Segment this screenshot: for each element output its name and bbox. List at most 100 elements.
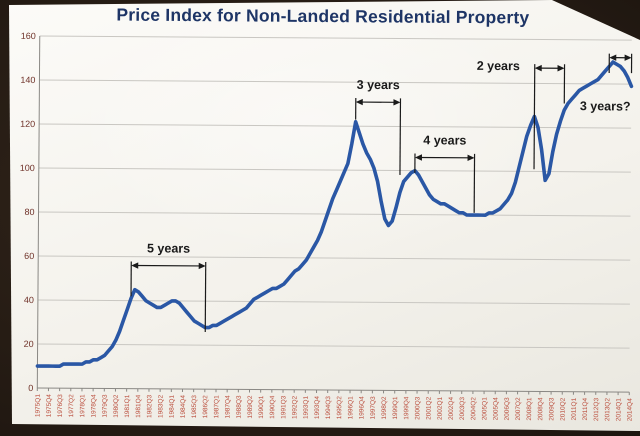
x-tick-label: 1975Q4 xyxy=(46,394,53,418)
gridline xyxy=(39,123,632,129)
x-tick-label: 1984Q1 xyxy=(169,395,176,419)
x-tick-label: 1992Q2 xyxy=(291,395,298,419)
annotation-label: 3 years xyxy=(357,78,400,92)
x-tick-label: 1999Q1 xyxy=(392,396,399,420)
slide-content: Price Index for Non-Landed Residential P… xyxy=(9,0,638,431)
x-tick-label: 2002Q1 xyxy=(437,396,444,420)
gridline xyxy=(39,79,632,85)
x-tick-label: 1985Q3 xyxy=(191,395,198,419)
x-tick-label: 1979Q3 xyxy=(102,394,109,418)
arrowhead-left-icon xyxy=(609,54,617,61)
arrowhead-right-icon xyxy=(557,65,565,72)
x-tick-label: 2006Q3 xyxy=(504,397,511,421)
x-tick-label: 1995Q2 xyxy=(336,396,343,420)
annotation-3-years: 3 years? xyxy=(580,53,633,114)
annotation-3-years: 3 years xyxy=(355,78,402,175)
price-index-chart: 0 20 40 60 80 100 120 140 160 1975Q1 1975Q4 1976Q3 1… xyxy=(20,31,634,422)
x-tick-label: 1994Q3 xyxy=(325,396,332,420)
x-tick-label: 1981Q1 xyxy=(124,394,131,418)
x-tick-label: 2010Q2 xyxy=(560,397,567,421)
x-tick-label: 1998Q2 xyxy=(381,396,388,420)
x-tick-label: 1996Q4 xyxy=(359,396,366,420)
arrowhead-left-icon xyxy=(534,64,542,72)
x-tick-label: 2011Q4 xyxy=(582,397,589,420)
price-index-line xyxy=(35,60,634,368)
x-tick-label: 2003Q3 xyxy=(459,397,466,421)
annotation-5-years: 5 years xyxy=(130,241,207,332)
gridline xyxy=(37,387,630,393)
x-tick-label: 1978Q1 xyxy=(79,394,86,418)
annotation-4-years: 4 years xyxy=(414,133,476,213)
gridline xyxy=(39,35,632,41)
x-tick-label: 2009Q3 xyxy=(548,397,555,421)
x-tick-label: 2005Q4 xyxy=(493,397,500,421)
x-tick-label: 2007Q2 xyxy=(515,397,522,421)
arrowhead-right-icon xyxy=(467,154,475,162)
x-tick-label: 1981Q4 xyxy=(135,394,142,418)
arrowhead-right-icon xyxy=(624,54,632,61)
x-tick-label: 2014Q1 xyxy=(615,398,622,422)
y-tick-label: 40 xyxy=(24,295,34,305)
x-tick-label: 1990Q1 xyxy=(258,395,265,419)
y-tick-label: 80 xyxy=(24,207,34,217)
arrowhead-left-icon xyxy=(131,262,139,269)
x-tick-label: 1978Q4 xyxy=(90,394,97,418)
y-tick-label: 100 xyxy=(20,163,35,173)
x-tick-label: 2005Q1 xyxy=(481,397,488,421)
x-tick-label: 1976Q3 xyxy=(57,394,64,418)
x-tick-label: 1982Q3 xyxy=(146,394,153,418)
x-tick-label: 1997Q3 xyxy=(370,396,377,420)
x-tick-label: 1988Q3 xyxy=(236,395,243,419)
x-tick-label: 1991Q3 xyxy=(280,395,287,419)
x-tick-label: 1986Q2 xyxy=(202,395,209,419)
x-tick-label: 2014Q4 xyxy=(627,398,634,422)
x-tick-label: 1983Q2 xyxy=(157,394,164,418)
x-tick-label: 2012Q3 xyxy=(593,398,600,422)
arrowhead-right-icon xyxy=(393,99,401,106)
annotation-start-bar xyxy=(533,64,536,170)
x-tick-label: 2004Q2 xyxy=(470,397,477,421)
annotation-label: 2 years xyxy=(477,59,520,73)
y-tick-label: 120 xyxy=(20,119,35,129)
annotation-label: 5 years xyxy=(147,241,190,255)
annotation-label: 3 years? xyxy=(580,99,631,113)
y-tick-label: 60 xyxy=(24,251,34,261)
gridline xyxy=(38,167,631,173)
gridline xyxy=(37,343,630,349)
x-tick-label: 1989Q2 xyxy=(247,395,254,419)
x-tick-label: 1996Q1 xyxy=(347,396,354,420)
x-tick-label: 2013Q2 xyxy=(604,398,611,422)
x-tick-label: 2000Q3 xyxy=(414,396,421,420)
x-tick-label: 1990Q4 xyxy=(269,395,276,419)
x-tick-label: 1984Q4 xyxy=(180,395,187,419)
annotation-end-bar xyxy=(399,98,402,175)
chart-title: Price Index for Non-Landed Residential P… xyxy=(116,4,530,28)
x-tick-label: 1987Q4 xyxy=(224,395,231,419)
arrowhead-left-icon xyxy=(355,98,363,106)
annotation-2-years: 2 years xyxy=(477,59,566,170)
y-axis-line xyxy=(36,36,41,389)
x-tick-label: 1993Q4 xyxy=(314,396,321,420)
arrowhead-left-icon xyxy=(414,154,422,161)
y-tick-label: 160 xyxy=(21,31,36,41)
x-tick-label: 2011Q1 xyxy=(571,397,578,420)
x-tick-label: 1975Q1 xyxy=(35,394,42,418)
x-tick-label: 2008Q1 xyxy=(526,397,533,421)
gridline xyxy=(38,211,631,217)
x-tick-label: 2002Q4 xyxy=(448,397,455,421)
x-tick-label: 1999Q4 xyxy=(403,396,410,420)
x-tick-label: 2001Q2 xyxy=(426,396,433,420)
annotation-label: 4 years xyxy=(423,133,466,147)
y-tick-label: 0 xyxy=(28,383,33,393)
gridline xyxy=(38,255,631,261)
gridline xyxy=(37,299,630,305)
x-tick-label: 1980Q2 xyxy=(113,394,120,418)
arrowhead-right-icon xyxy=(198,262,206,270)
x-tick-label: 1977Q2 xyxy=(68,394,75,418)
x-tick-label: 2008Q4 xyxy=(537,397,544,421)
y-tick-label: 20 xyxy=(24,339,34,349)
x-tick-label: 1987Q1 xyxy=(213,395,220,419)
y-tick-label: 140 xyxy=(20,75,35,85)
